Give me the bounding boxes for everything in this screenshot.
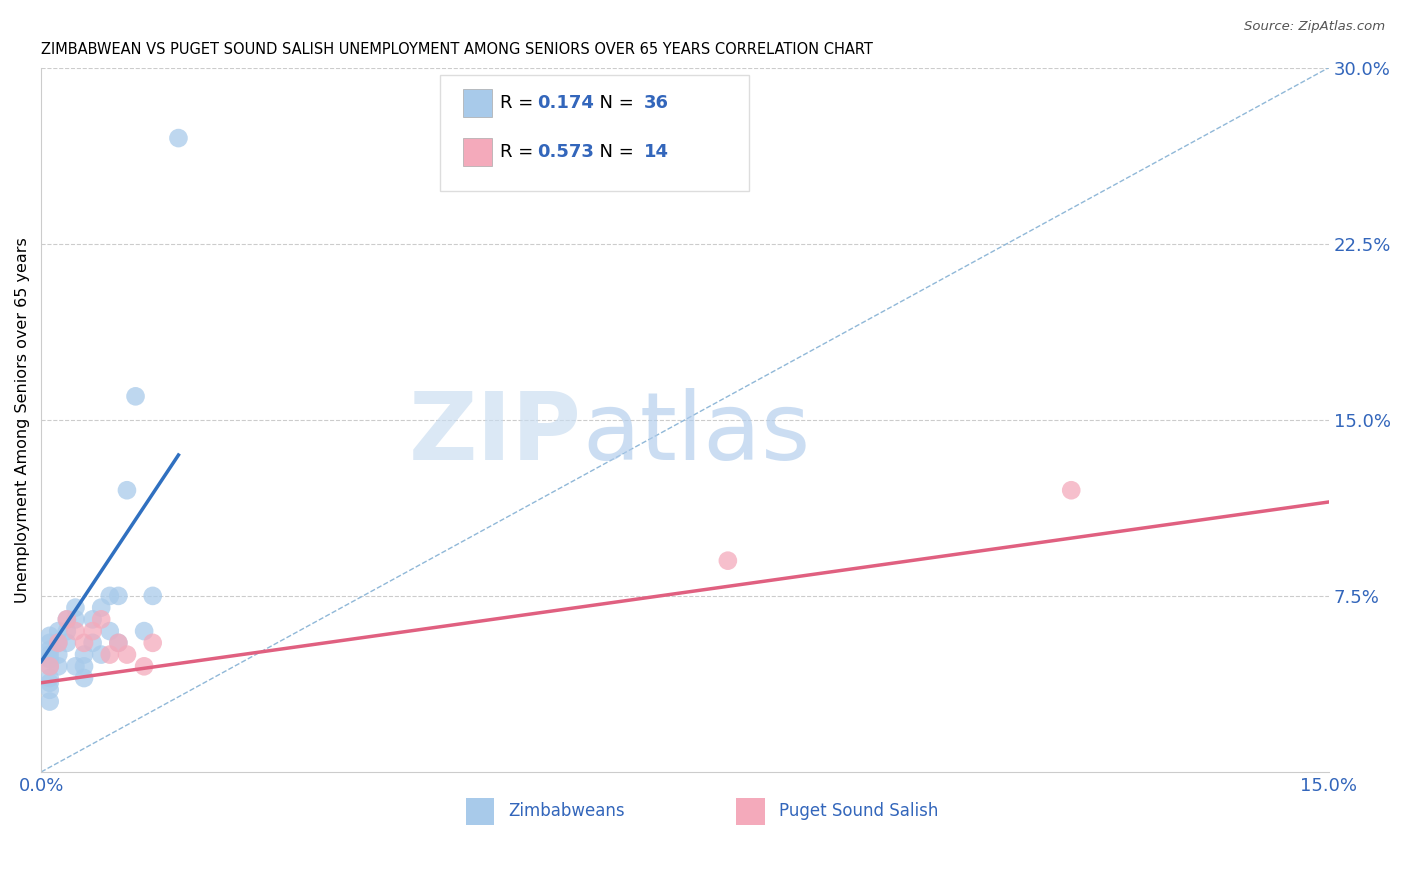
Point <box>38 643 60 657</box>
Point <box>46 636 69 650</box>
Point <box>107 636 129 650</box>
Point <box>46 624 69 639</box>
Point <box>65 612 87 626</box>
Text: R =: R = <box>499 94 538 112</box>
Point <box>167 131 190 145</box>
Point <box>98 624 121 639</box>
Point <box>46 659 69 673</box>
Point <box>56 612 79 626</box>
Point <box>107 589 129 603</box>
Point <box>38 671 60 685</box>
Point <box>38 629 60 643</box>
Point <box>38 675 60 690</box>
FancyBboxPatch shape <box>440 75 749 191</box>
Point <box>98 648 121 662</box>
Text: R =: R = <box>499 144 538 161</box>
Point <box>56 636 79 650</box>
Point <box>73 671 96 685</box>
Text: 0.174: 0.174 <box>537 94 593 112</box>
Point <box>38 694 60 708</box>
Text: atlas: atlas <box>582 388 810 480</box>
Point <box>56 624 79 639</box>
Text: Source: ZipAtlas.com: Source: ZipAtlas.com <box>1244 20 1385 33</box>
Point <box>107 636 129 650</box>
Point <box>73 636 96 650</box>
Point <box>38 652 60 666</box>
Point <box>82 612 104 626</box>
FancyBboxPatch shape <box>737 798 765 825</box>
Point <box>90 612 112 626</box>
Point <box>134 624 156 639</box>
Point <box>65 624 87 639</box>
Point <box>46 636 69 650</box>
FancyBboxPatch shape <box>465 798 495 825</box>
Point <box>38 636 60 650</box>
Point <box>82 624 104 639</box>
Point <box>38 659 60 673</box>
Point <box>717 554 740 568</box>
Point <box>82 636 104 650</box>
Text: 36: 36 <box>644 94 669 112</box>
Y-axis label: Unemployment Among Seniors over 65 years: Unemployment Among Seniors over 65 years <box>15 237 30 603</box>
Point <box>115 483 138 498</box>
Point <box>1060 483 1083 498</box>
Point <box>65 600 87 615</box>
Point <box>142 589 165 603</box>
FancyBboxPatch shape <box>464 138 492 166</box>
Point <box>124 389 146 403</box>
Text: Zimbabweans: Zimbabweans <box>509 803 626 821</box>
Point <box>65 659 87 673</box>
Point <box>134 659 156 673</box>
Point <box>90 648 112 662</box>
Text: 0.573: 0.573 <box>537 144 593 161</box>
Point <box>115 648 138 662</box>
Point <box>38 682 60 697</box>
Text: 14: 14 <box>644 144 669 161</box>
Text: ZIP: ZIP <box>409 388 582 480</box>
Text: N =: N = <box>588 144 640 161</box>
Point <box>46 648 69 662</box>
Point <box>56 612 79 626</box>
FancyBboxPatch shape <box>464 89 492 117</box>
Point <box>38 659 60 673</box>
Text: N =: N = <box>588 94 640 112</box>
Point <box>73 659 96 673</box>
Text: Puget Sound Salish: Puget Sound Salish <box>779 803 938 821</box>
Point <box>73 648 96 662</box>
Point <box>142 636 165 650</box>
Point <box>90 600 112 615</box>
Point <box>98 589 121 603</box>
Point <box>38 648 60 662</box>
Text: ZIMBABWEAN VS PUGET SOUND SALISH UNEMPLOYMENT AMONG SENIORS OVER 65 YEARS CORREL: ZIMBABWEAN VS PUGET SOUND SALISH UNEMPLO… <box>41 42 873 57</box>
